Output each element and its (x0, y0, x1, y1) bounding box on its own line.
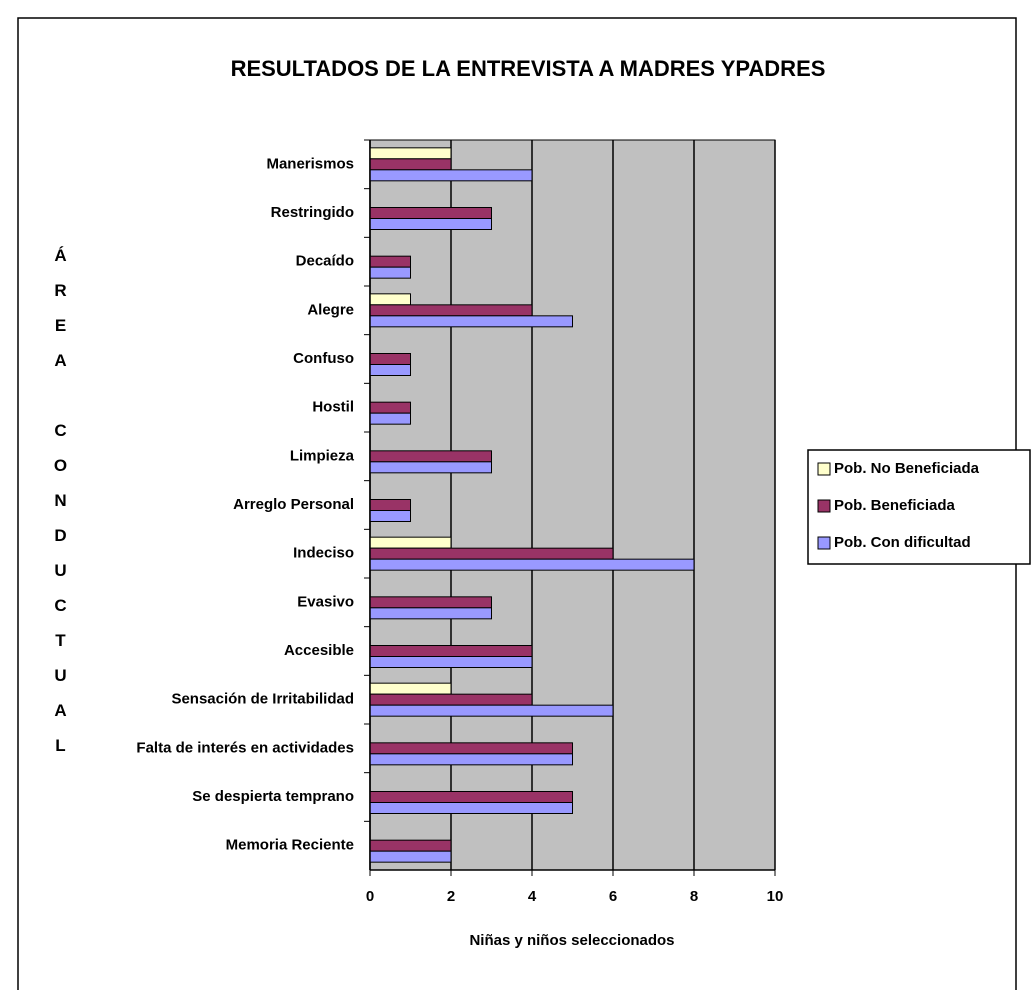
bar (369, 169, 533, 182)
legend-label: Pob. Con dificultad (834, 534, 971, 551)
y-tick-label: Arreglo Personal (233, 496, 354, 513)
bar (369, 499, 411, 511)
chart-title: RESULTADOS DE LA ENTREVISTA A MADRES YPA… (231, 56, 826, 81)
x-tick-label: 2 (447, 888, 455, 905)
bar (369, 704, 614, 717)
legend-label: Pob. Beneficiada (834, 497, 956, 514)
bar (369, 510, 411, 522)
bar (369, 450, 492, 463)
bar (369, 742, 573, 755)
bar (369, 791, 573, 803)
bar (369, 558, 695, 571)
x-tick-label: 4 (528, 888, 537, 905)
legend-swatch (817, 462, 831, 476)
y-tick-label: Sensación de Irritabilidad (171, 691, 354, 708)
bar (369, 596, 492, 609)
x-tick-label: 6 (609, 888, 617, 905)
bar (369, 656, 533, 668)
y-tick-label: Manerismos (266, 155, 354, 172)
bar (369, 315, 573, 328)
bar (369, 412, 411, 425)
bar (369, 293, 411, 306)
y-tick-label: Alegre (307, 301, 354, 318)
y-tick-label: Se despierta temprano (192, 788, 354, 805)
bar (369, 364, 411, 376)
y-tick-label: Decaído (296, 253, 354, 270)
bar (369, 802, 573, 814)
bar (369, 207, 492, 219)
bar (369, 304, 533, 317)
legend-swatch (817, 499, 831, 513)
y-tick-label: Evasivo (297, 593, 354, 610)
legend-box (807, 449, 1031, 565)
y-tick-label: Limpieza (290, 447, 355, 464)
y-axis-title: ÁREA CONDUCTUAL (51, 246, 70, 771)
y-tick-label: Restringido (271, 204, 354, 221)
bar (369, 645, 533, 657)
x-tick-label: 0 (366, 888, 374, 905)
y-tick-label: Hostil (312, 399, 354, 416)
bar (369, 693, 533, 706)
bar (369, 536, 452, 549)
bar (369, 147, 452, 160)
bar (369, 461, 492, 474)
legend-label: Pob. No Beneficiada (834, 460, 980, 477)
y-tick-label: Memoria Reciente (226, 837, 354, 854)
bar (369, 158, 452, 171)
bar (369, 353, 411, 365)
legend-swatch (817, 536, 831, 550)
x-tick-label: 10 (767, 888, 784, 905)
bar (369, 682, 452, 695)
bar (369, 401, 411, 414)
bar (369, 266, 411, 279)
bar (369, 753, 573, 766)
y-tick-label: Falta de interés en actividades (136, 739, 354, 756)
bar (369, 850, 452, 863)
y-tick-label: Indeciso (293, 545, 354, 562)
x-tick-label: 8 (690, 888, 698, 905)
bar (369, 547, 614, 560)
bar (369, 255, 411, 268)
bar (369, 607, 492, 620)
bar (369, 218, 492, 230)
bar (369, 839, 452, 852)
y-tick-label: Confuso (293, 350, 354, 367)
y-tick-label: Accesible (284, 642, 354, 659)
x-axis-title: Niñas y niños seleccionados (469, 932, 674, 949)
